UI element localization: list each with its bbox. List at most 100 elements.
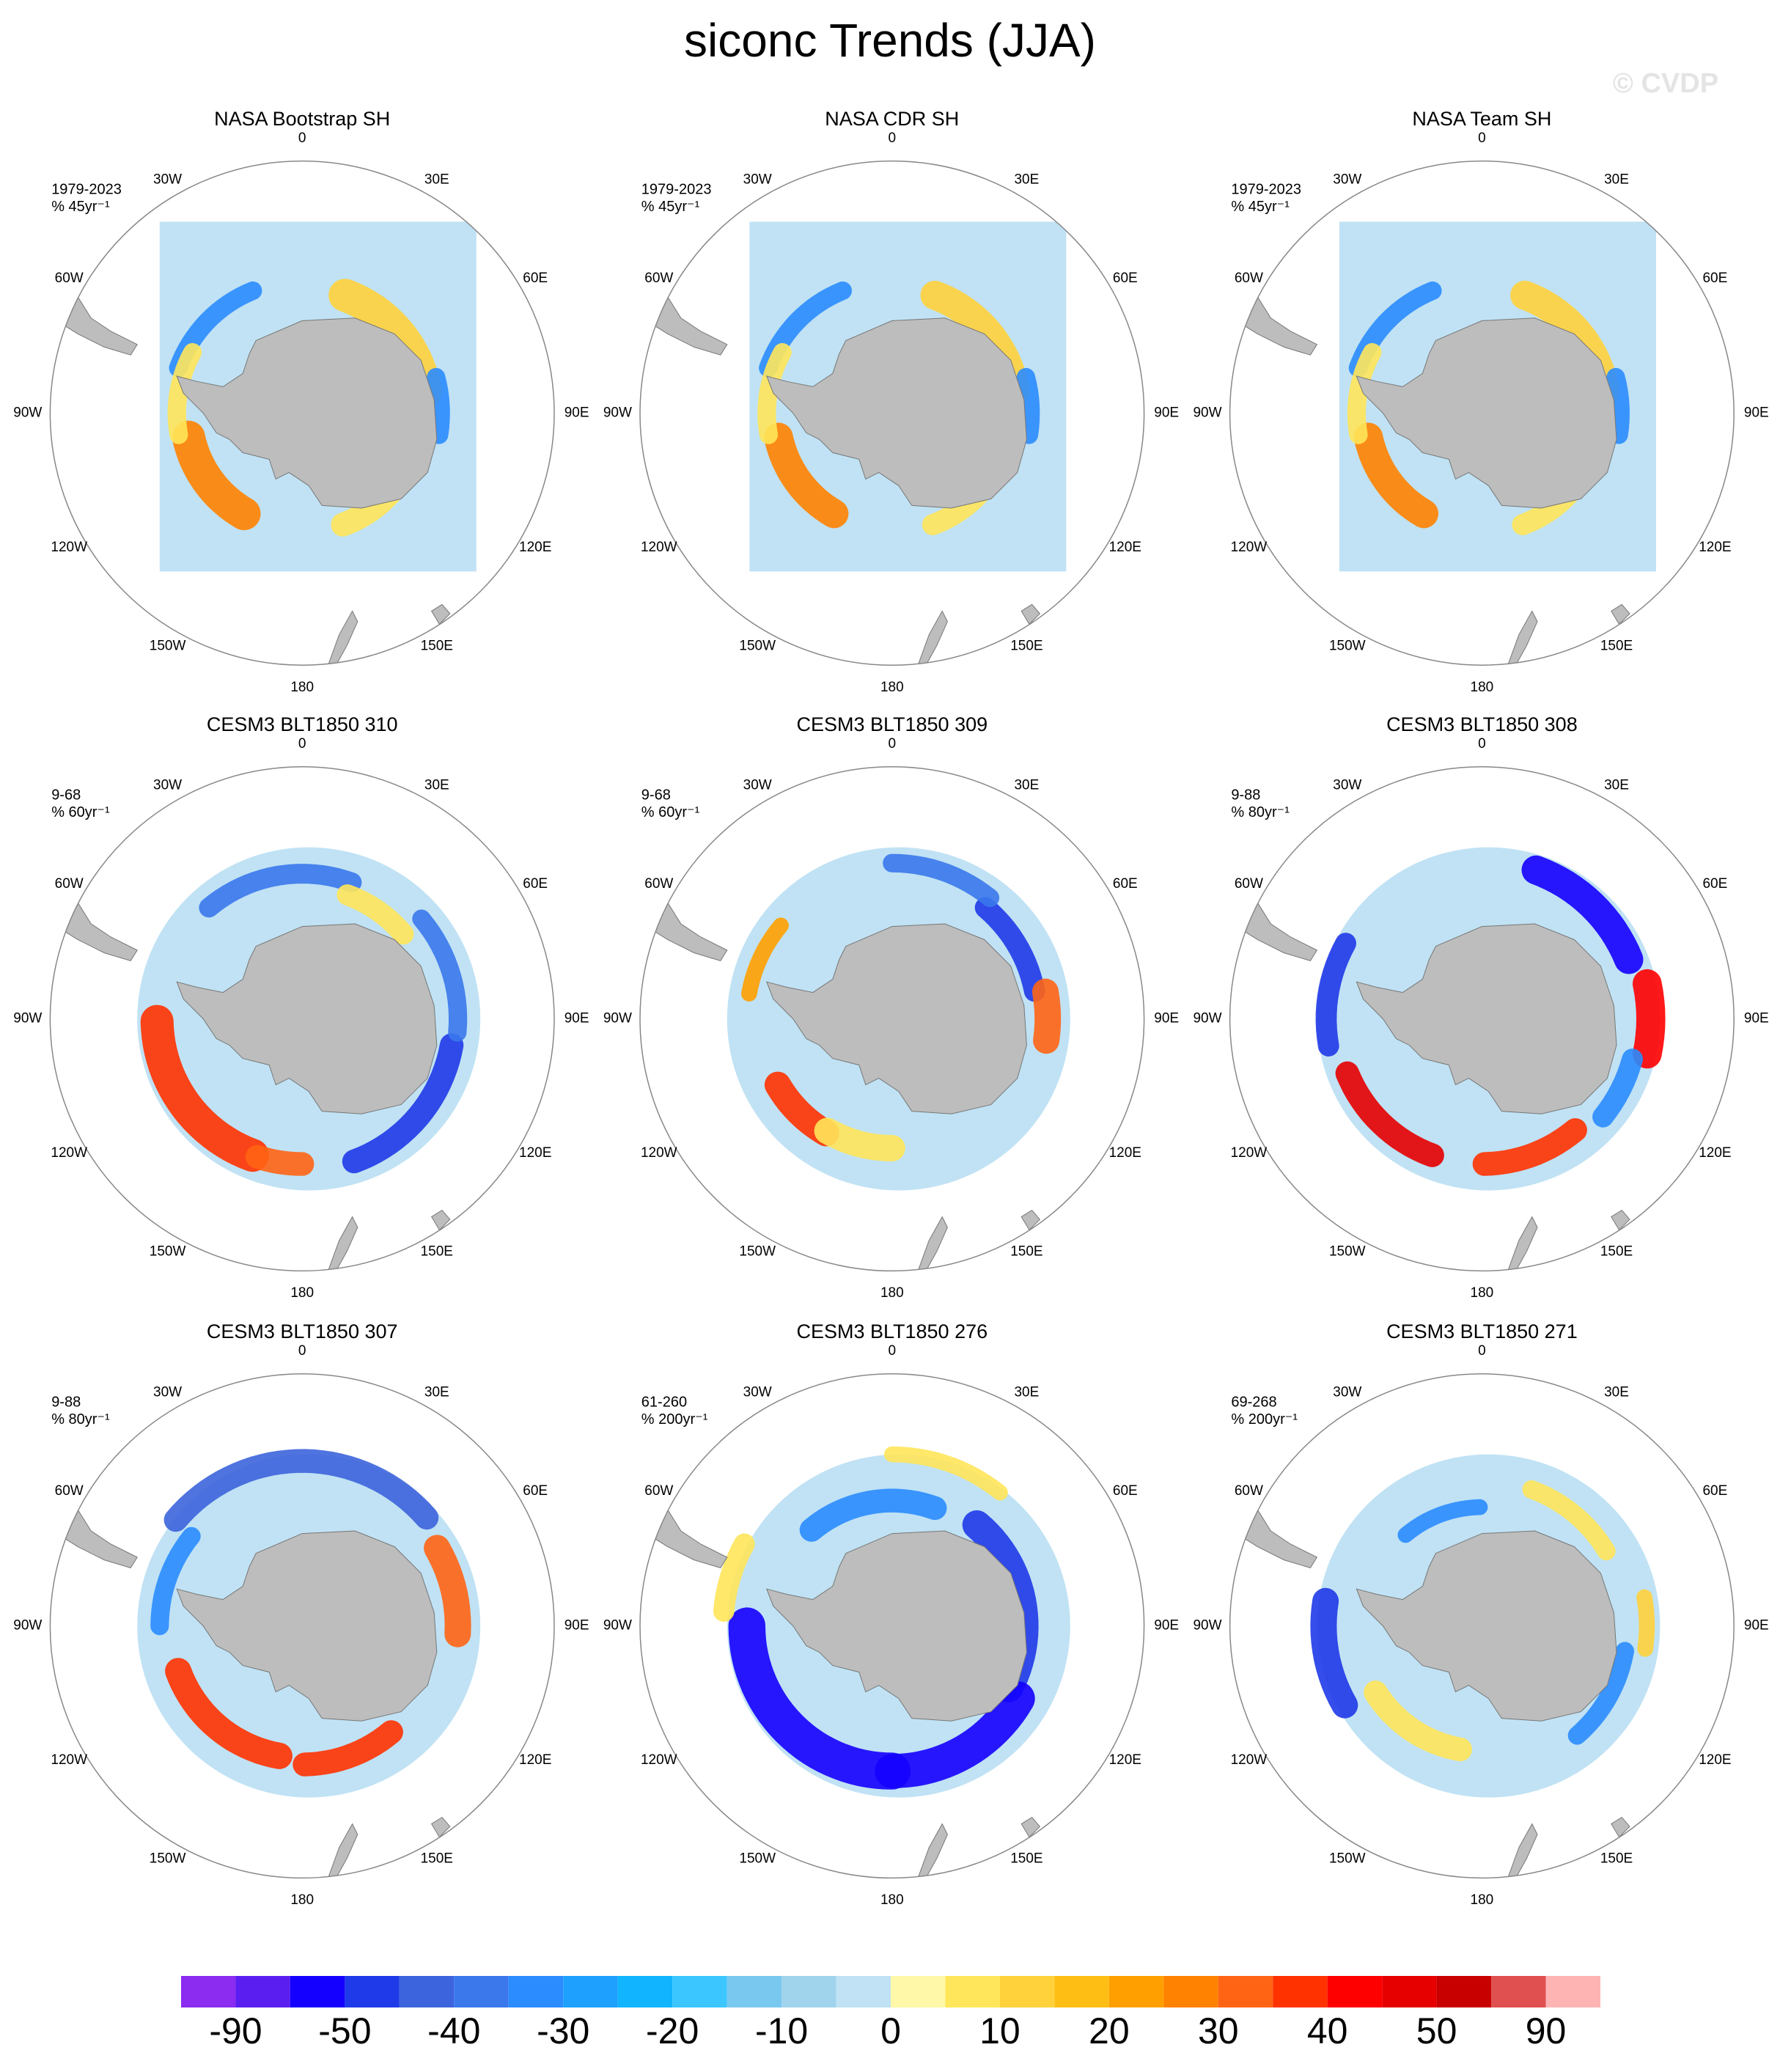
colorbar-box	[781, 1976, 836, 2007]
longitude-label: 60E	[1702, 271, 1727, 286]
longitude-label: 60W	[644, 876, 673, 892]
south-america	[54, 291, 138, 356]
antarctica	[1356, 317, 1617, 509]
colorbar-box	[290, 1976, 345, 2007]
tasmania	[1611, 1209, 1630, 1231]
longitude-label: 60E	[1702, 1483, 1727, 1499]
colorbar-box	[999, 1976, 1055, 2007]
longitude-label: 0	[298, 131, 306, 146]
colorbar-label: 40	[1307, 2010, 1348, 2051]
map-body	[54, 1449, 481, 1878]
sea-ice-trend	[1347, 342, 1382, 444]
units-label: % 200yr⁻¹	[1231, 1411, 1298, 1428]
sea-ice-trend	[1016, 367, 1040, 444]
longitude-label: 180	[880, 680, 904, 695]
tasmania	[1020, 603, 1041, 625]
longitude-label: 90E	[564, 1011, 589, 1026]
longitude-label: 60W	[1235, 1483, 1263, 1499]
longitude-label: 0	[298, 1343, 306, 1359]
longitude-label: 150E	[421, 1851, 453, 1867]
longitude-label: 180	[1471, 1892, 1494, 1908]
longitude-label: 90W	[1193, 1618, 1221, 1634]
longitude-label: 120E	[1699, 540, 1731, 555]
longitude-label: 120E	[1109, 1752, 1141, 1768]
units-label: % 60yr⁻¹	[641, 804, 700, 820]
longitude-label: 90E	[1154, 1011, 1179, 1026]
longitude-label: 150E	[1600, 1244, 1633, 1260]
longitude-label: 0	[298, 736, 306, 752]
new-zealand	[1507, 610, 1538, 666]
colorbar-box	[1273, 1976, 1328, 2007]
longitude-label: 90W	[13, 1618, 42, 1634]
longitude-label: 60E	[523, 271, 548, 286]
longitude-label: 60W	[644, 1483, 673, 1499]
longitude-label: 90E	[1154, 1618, 1179, 1634]
longitude-label: 90W	[603, 405, 632, 420]
longitude-label: 120W	[641, 1145, 677, 1161]
longitude-label: 30W	[1333, 172, 1361, 187]
new-zealand	[328, 1823, 358, 1878]
longitude-label: 30E	[424, 778, 449, 793]
sea-ice-trend	[140, 1004, 269, 1172]
new-zealand	[1507, 1823, 1538, 1878]
sea-ice-trend	[713, 1533, 755, 1622]
sea-ice-trend	[1592, 1048, 1644, 1128]
colorbar-box	[1436, 1976, 1492, 2007]
period-label: 61-260	[641, 1395, 687, 1411]
longitude-label: 120W	[51, 1752, 87, 1768]
sea-ice-trend	[163, 1449, 439, 1532]
longitude-label: 60E	[1113, 876, 1138, 892]
tasmania	[430, 1816, 451, 1838]
longitude-label: 90E	[564, 405, 589, 420]
map-border	[1229, 1373, 1735, 1879]
longitude-label: 60W	[1235, 271, 1263, 286]
longitude-label: 90E	[1744, 1618, 1769, 1634]
longitude-label: 120W	[1231, 540, 1268, 555]
longitude-label: 90E	[564, 1618, 589, 1634]
longitude-label: 180	[880, 1285, 904, 1301]
longitude-label: 150W	[150, 1244, 186, 1260]
longitude-label: 120E	[1109, 540, 1141, 555]
longitude-label: 150E	[1010, 638, 1042, 653]
new-zealand	[1507, 1216, 1538, 1271]
longitude-label: 150E	[1010, 1851, 1042, 1867]
longitude-label: 90W	[13, 405, 42, 420]
longitude-label: 60E	[1113, 1483, 1138, 1499]
longitude-label: 60E	[1702, 876, 1727, 892]
panel-title: CESM3 BLT1850 276	[796, 1320, 988, 1342]
longitude-label: 150E	[1010, 1244, 1042, 1260]
colorbar-box	[1382, 1976, 1437, 2007]
sea-ice-trend	[167, 342, 202, 444]
longitude-label: 150E	[1600, 638, 1633, 653]
sea-ice-trend	[1567, 1642, 1634, 1745]
longitude-label: 30W	[153, 778, 182, 793]
sea-ice-trend	[1633, 969, 1666, 1069]
longitude-label: 0	[1478, 736, 1486, 752]
colorbar-box	[345, 1976, 400, 2007]
longitude-label: 120E	[519, 1752, 551, 1768]
map-body	[54, 847, 481, 1271]
map-border	[1229, 160, 1735, 666]
longitude-label: 120E	[1699, 1145, 1731, 1161]
period-label: 9-88	[51, 1395, 81, 1411]
longitude-label: 90W	[1193, 1011, 1221, 1026]
longitude-label: 150W	[150, 1851, 186, 1867]
colorbar-box	[891, 1976, 946, 2007]
sea-ice-trend	[150, 1527, 201, 1636]
longitude-label: 60W	[55, 271, 84, 286]
south-america	[54, 1504, 138, 1568]
sea-ice-trend	[740, 917, 789, 1002]
panel-title: CESM3 BLT1850 308	[1386, 713, 1578, 735]
panel-title: NASA CDR SH	[825, 108, 959, 130]
units-label: % 45yr⁻¹	[1231, 199, 1290, 215]
sea-ice-trend	[1353, 422, 1438, 529]
colorbar-label: -30	[537, 2010, 589, 2051]
longitude-label: 90E	[1154, 405, 1179, 420]
longitude-label: 120W	[51, 540, 87, 555]
sea-ice-trend	[165, 1658, 293, 1769]
sea-ice-trend	[1521, 855, 1644, 974]
new-zealand	[918, 1823, 948, 1878]
south-america	[643, 1504, 728, 1568]
